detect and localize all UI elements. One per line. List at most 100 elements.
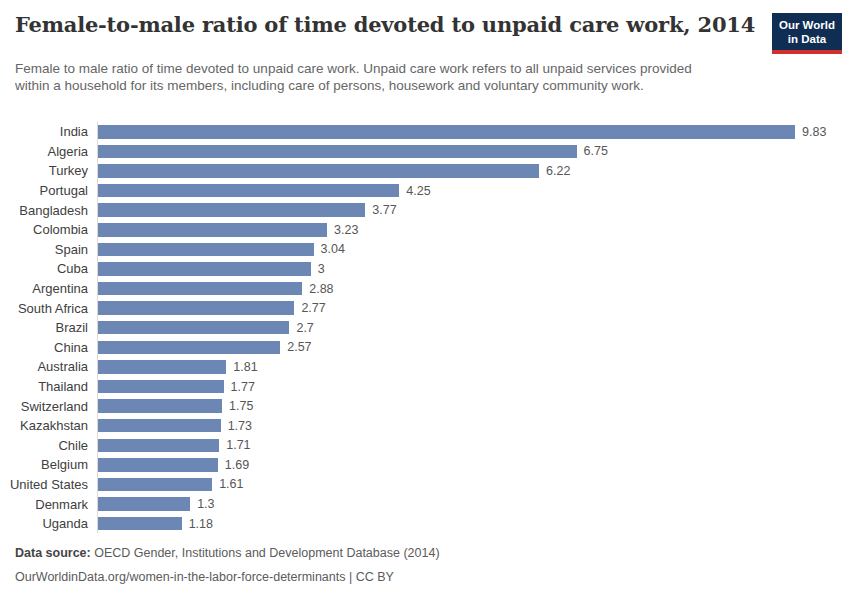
bar-row: Bangladesh3.77: [0, 200, 850, 220]
value-label: 2.7: [296, 321, 313, 335]
bar[interactable]: [98, 399, 222, 413]
data-source-label: Data source:: [15, 546, 91, 560]
country-label[interactable]: Cuba: [0, 261, 97, 276]
country-label[interactable]: Argentina: [0, 281, 97, 296]
bar[interactable]: [98, 439, 219, 453]
country-label[interactable]: Spain: [0, 242, 97, 257]
bar[interactable]: [98, 125, 795, 139]
bar-row: Algeria 6.75: [0, 142, 850, 162]
country-label[interactable]: Portugal: [0, 183, 97, 198]
bar-area: 1.77: [97, 377, 795, 397]
value-label: 3.04: [321, 242, 345, 256]
bar-row: Kazakhstan 1.73: [0, 416, 850, 436]
bar-area: 2.88: [97, 279, 795, 299]
value-label: 3.23: [334, 223, 358, 237]
bar-row: Portugal 4.25: [0, 181, 850, 201]
data-source-text: OECD Gender, Institutions and Developmen…: [91, 546, 440, 560]
bar-area: 1.81: [97, 357, 795, 377]
bar-area: 1.61: [97, 475, 795, 495]
bar-area: 3.23: [97, 220, 795, 240]
country-label[interactable]: Switzerland: [0, 399, 97, 414]
value-label: 1.75: [229, 399, 253, 413]
value-label: 3: [318, 262, 325, 276]
country-label[interactable]: United States: [0, 477, 97, 492]
country-label[interactable]: Turkey: [0, 163, 97, 178]
bar-area: 6.75: [97, 142, 795, 162]
value-label: 1.69: [225, 458, 249, 472]
bar-row: South Africa2.77: [0, 298, 850, 318]
bar[interactable]: [98, 321, 289, 335]
bar[interactable]: [98, 223, 327, 237]
value-label: 6.22: [546, 164, 570, 178]
bar[interactable]: [98, 262, 311, 276]
value-label: 6.75: [584, 144, 608, 158]
bar-area: 1.69: [97, 455, 795, 475]
bar[interactable]: [98, 380, 224, 394]
value-label: 1.18: [189, 517, 213, 531]
bar-area: 9.83: [97, 122, 795, 142]
country-label[interactable]: Kazakhstan: [0, 418, 97, 433]
owid-logo-line2: in Data: [774, 32, 840, 46]
bar[interactable]: [98, 419, 221, 433]
bar[interactable]: [98, 145, 577, 159]
country-label[interactable]: Chile: [0, 438, 97, 453]
country-label[interactable]: Bangladesh: [0, 203, 97, 218]
attribution-line: OurWorldinData.org/women-in-the-labor-fo…: [15, 569, 440, 586]
chart-subtitle: Female to male ratio of time devoted to …: [15, 60, 715, 94]
bar-row: Brazil 2.7: [0, 318, 850, 338]
chart-page: Female-to-male ratio of time devoted to …: [0, 0, 850, 600]
bar[interactable]: [98, 360, 226, 374]
bar[interactable]: [98, 282, 302, 296]
country-label[interactable]: Algeria: [0, 144, 97, 159]
country-label[interactable]: China: [0, 340, 97, 355]
bar-area: 3: [97, 259, 795, 279]
bar-row: Spain 3.04: [0, 240, 850, 260]
chart-footer: Data source: OECD Gender, Institutions a…: [15, 545, 440, 593]
value-label: 2.88: [309, 282, 333, 296]
bar[interactable]: [98, 497, 190, 511]
value-label: 1.77: [231, 380, 255, 394]
bar-area: 2.7: [97, 318, 795, 338]
country-label[interactable]: Colombia: [0, 222, 97, 237]
bar-row: Turkey 6.22: [0, 161, 850, 181]
country-label[interactable]: Thailand: [0, 379, 97, 394]
bar[interactable]: [98, 164, 539, 178]
country-label[interactable]: Brazil: [0, 320, 97, 335]
data-source-line: Data source: OECD Gender, Institutions a…: [15, 545, 440, 562]
value-label: 1.3: [197, 497, 214, 511]
bar[interactable]: [98, 341, 280, 355]
value-label: 2.57: [287, 340, 311, 354]
bar[interactable]: [98, 458, 218, 472]
value-label: 4.25: [406, 184, 430, 198]
value-label: 1.73: [228, 419, 252, 433]
country-label[interactable]: Denmark: [0, 497, 97, 512]
bar-area: 1.73: [97, 416, 795, 436]
bar-row: Denmark 1.3: [0, 494, 850, 514]
bar-area: 1.3: [97, 494, 795, 514]
value-label: 1.71: [226, 438, 250, 452]
bar[interactable]: [98, 301, 294, 315]
bar-row: India9.83: [0, 122, 850, 142]
bar[interactable]: [98, 243, 314, 257]
country-label[interactable]: South Africa: [0, 301, 97, 316]
bar-row: United States 1.61: [0, 475, 850, 495]
country-label[interactable]: Australia: [0, 359, 97, 374]
value-label: 1.61: [219, 477, 243, 491]
bar[interactable]: [98, 517, 182, 531]
bar-area: 3.04: [97, 240, 795, 260]
bar[interactable]: [98, 184, 399, 198]
bar-row: Australia1.81: [0, 357, 850, 377]
bar[interactable]: [98, 478, 212, 492]
bar-area: 3.77: [97, 200, 795, 220]
bar-row: Switzerland 1.75: [0, 396, 850, 416]
country-label[interactable]: Uganda: [0, 516, 97, 531]
bar-area: 6.22: [97, 161, 795, 181]
bar[interactable]: [98, 203, 365, 217]
bar-row: Thailand 1.77: [0, 377, 850, 397]
bar-chart: India9.83Algeria6.75Turkey6.22Portugal4.…: [0, 122, 850, 533]
bar-area: 4.25: [97, 181, 795, 201]
country-label[interactable]: India: [0, 124, 97, 139]
bar-area: 1.71: [97, 436, 795, 456]
country-label[interactable]: Belgium: [0, 457, 97, 472]
owid-logo[interactable]: Our World in Data: [772, 13, 842, 54]
